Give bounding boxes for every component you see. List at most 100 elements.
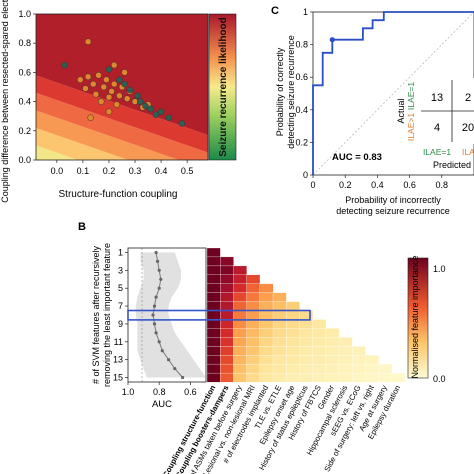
a-point-s1-1 bbox=[105, 66, 113, 73]
a-point-s0-21 bbox=[110, 61, 118, 69]
b-cell-r7-c3 bbox=[233, 301, 247, 311]
b-cell-r9-c5 bbox=[259, 319, 274, 329]
a-point-s1-6 bbox=[136, 98, 144, 105]
b-auc-point-14 bbox=[181, 375, 185, 380]
b-cell-r11-c8 bbox=[299, 337, 313, 347]
a-x-ticks: 0.0 0.1 0.2 0.3 0.4 0.5 bbox=[51, 160, 193, 176]
b-cell-r11-c5 bbox=[259, 337, 274, 347]
a-point-s1-2 bbox=[116, 76, 123, 83]
b-cell-r8-c3 bbox=[233, 310, 247, 320]
panel-b-label: B bbox=[78, 221, 86, 233]
b-cell-r4-c2 bbox=[220, 274, 234, 285]
a-band-4 bbox=[36, 145, 78, 160]
b-cell-r9-c4 bbox=[246, 319, 261, 329]
a-ytick-label: 0.4 bbox=[18, 97, 31, 107]
a-point-s1-8 bbox=[147, 105, 154, 113]
a-point-s1-12 bbox=[178, 120, 186, 127]
a-point-s0-8 bbox=[116, 92, 123, 100]
b-cell-r12-c9 bbox=[312, 346, 327, 356]
a-band-3 bbox=[10, 154, 234, 249]
b-cell-r9-c1 bbox=[206, 319, 221, 329]
b-cell-r10-c4 bbox=[246, 328, 261, 338]
a-point-s0-15 bbox=[113, 101, 121, 108]
a-plot-frame bbox=[35, 13, 209, 161]
b-auc-points bbox=[151, 250, 185, 380]
b-cell-r12-c11 bbox=[338, 346, 353, 356]
a-background-bands bbox=[10, 14, 234, 249]
b-cell-r6-c2 bbox=[220, 292, 234, 302]
b-cell-r14-c2 bbox=[220, 363, 234, 374]
b-cell-r5-c2 bbox=[220, 283, 234, 293]
b-cell-r11-c10 bbox=[325, 337, 340, 347]
b-cell-r11-c4 bbox=[246, 337, 261, 347]
a-point-s1-4 bbox=[126, 86, 134, 94]
b-cell-r10-c8 bbox=[299, 328, 313, 338]
b-cell-r6-c5 bbox=[259, 292, 274, 302]
a-point-s0-18 bbox=[82, 85, 89, 92]
b-cell-r10-c5 bbox=[259, 328, 274, 338]
b-cell-r14-c13 bbox=[365, 363, 379, 374]
b-cell-r14-c4 bbox=[246, 363, 261, 374]
b-ytick-label: 9 bbox=[118, 319, 123, 329]
c-ytick-label: 0.6 bbox=[295, 72, 308, 82]
b-cell-r15-c7 bbox=[286, 372, 300, 383]
b-auc-point-7 bbox=[151, 313, 155, 317]
c-auc-annotation: AUC = 0.83 bbox=[332, 152, 382, 163]
b-cell-r15-c15 bbox=[391, 372, 406, 383]
a-point-s1-11 bbox=[165, 114, 173, 121]
b-y-axis-label-line2: removing the least important feature bbox=[102, 243, 112, 387]
c-confusion-cell-tp: 13 bbox=[431, 92, 443, 104]
b-cell-r10-c3 bbox=[233, 328, 247, 338]
a-point-s1-3 bbox=[121, 80, 128, 88]
b-cell-r5-c1 bbox=[206, 283, 221, 293]
c-roc-highlight-point bbox=[329, 37, 335, 43]
c-confusion-row-label-2: ILAE>1 bbox=[406, 113, 416, 141]
a-point-s0-1 bbox=[84, 73, 92, 81]
a-point-s0-3 bbox=[95, 72, 102, 79]
b-colorbar-label: Normalised feature importance bbox=[410, 255, 420, 378]
b-cell-r12-c3 bbox=[233, 346, 247, 356]
b-cell-r11-c6 bbox=[272, 337, 287, 347]
b-cell-r15-c10 bbox=[325, 372, 340, 383]
b-xtick-label: 0.6 bbox=[184, 387, 197, 397]
a-xtick-label: 0.1 bbox=[77, 166, 90, 176]
a-ytick-label: 0.8 bbox=[18, 38, 31, 48]
b-cell-r14-c6 bbox=[272, 363, 287, 374]
b-auc-point-12 bbox=[167, 358, 171, 362]
b-cell-r15-c8 bbox=[299, 372, 313, 383]
b-cell-r11-c3 bbox=[233, 337, 247, 347]
b-ytick-label: 5 bbox=[118, 283, 123, 293]
panel-c-label: C bbox=[271, 5, 279, 17]
c-confusion-predicted-label: Predicted bbox=[433, 160, 471, 170]
b-cell-r15-c12 bbox=[352, 372, 366, 383]
b-cell-r12-c5 bbox=[259, 346, 274, 356]
b-cell-r10-c9 bbox=[312, 328, 327, 338]
c-confusion-matrix: 13 2 4 20 Actual ILAE=1 ILAE>1 ILAE=1 IL… bbox=[396, 78, 474, 170]
b-y-axis-label-line1: # of SVM features after recursively bbox=[91, 245, 101, 384]
b-auc-point-5 bbox=[154, 295, 158, 299]
b-ytick-label: 1 bbox=[118, 247, 123, 257]
b-cell-r12-c2 bbox=[220, 346, 234, 356]
b-cell-r7-c4 bbox=[246, 301, 261, 311]
b-auc-point-9 bbox=[154, 331, 158, 335]
b-cell-r9-c3 bbox=[233, 319, 247, 329]
b-colorbar bbox=[407, 257, 429, 379]
a-ytick-label: 1.0 bbox=[18, 9, 31, 19]
b-auc-point-13 bbox=[173, 367, 177, 371]
b-cell-r9-c7 bbox=[286, 319, 300, 329]
b-cell-r13-c2 bbox=[220, 355, 234, 365]
b-cell-r3-c2 bbox=[220, 265, 234, 276]
c-xtick-label: 0.6 bbox=[403, 180, 416, 190]
b-auc-point-3 bbox=[159, 277, 163, 281]
a-point-s0-4 bbox=[100, 83, 108, 91]
a-point-s1-5 bbox=[134, 92, 141, 100]
b-cell-r5-c3 bbox=[233, 283, 247, 293]
b-ytick-label: 11 bbox=[114, 337, 123, 347]
a-point-s0-12 bbox=[92, 91, 100, 98]
b-cell-r15-c13 bbox=[365, 372, 379, 383]
b-cell-r14-c12 bbox=[352, 363, 366, 374]
b-cell-r9-c9 bbox=[312, 319, 327, 329]
